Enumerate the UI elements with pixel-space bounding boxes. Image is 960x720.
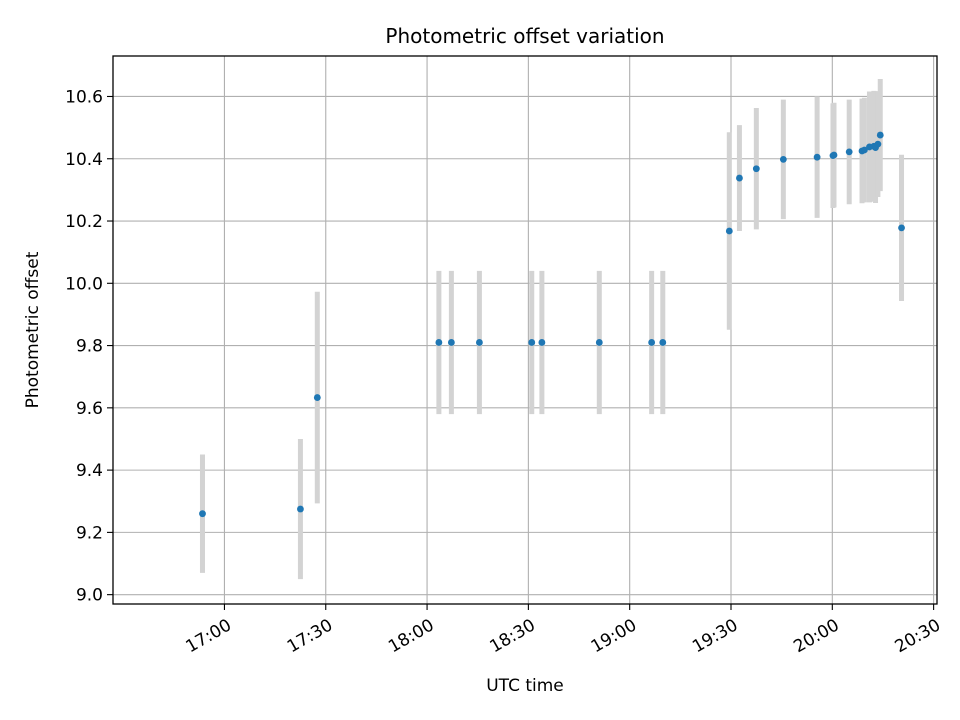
data-point: [297, 505, 304, 513]
y-tick-label: 10.6: [65, 87, 103, 107]
data-point: [898, 224, 905, 232]
y-tick-label: 10.0: [65, 274, 103, 294]
data-point: [752, 165, 760, 173]
data-point: [476, 339, 483, 346]
y-tick-label: 9.2: [76, 523, 103, 543]
data-point: [313, 394, 321, 401]
y-tick-label: 9.4: [76, 461, 103, 481]
data-point: [779, 155, 787, 163]
x-tick-label: 17:00: [183, 615, 235, 657]
data-point: [447, 339, 455, 346]
x-tick-label: 19:00: [588, 615, 640, 657]
x-tick-label: 18:00: [385, 615, 437, 657]
x-tick-label: 17:30: [284, 615, 336, 657]
error-bars: [199, 79, 905, 580]
data-point: [736, 174, 743, 182]
data-point: [876, 131, 884, 139]
data-point: [538, 339, 546, 346]
x-tick-label: 19:30: [689, 615, 741, 657]
x-tick-label: 18:30: [486, 615, 538, 657]
x-tick-label: 20:30: [892, 615, 944, 657]
data-point: [874, 140, 882, 148]
data-point: [528, 339, 536, 346]
data-point: [725, 227, 733, 235]
data-point: [830, 151, 838, 159]
y-tick-label: 10.2: [65, 212, 103, 232]
y-tick-label: 10.4: [65, 150, 103, 170]
plot-frame: [112, 55, 938, 605]
y-axis-label: Photometric offset: [23, 251, 43, 408]
data-point: [435, 339, 443, 346]
y-tick-label: 9.0: [76, 586, 103, 606]
y-axis-ticks: 9.0 9.2 9.4 9.6 9.8 10.0 10.2 10.4 10.6: [65, 87, 113, 606]
chart-title: Photometric offset variation: [385, 24, 664, 48]
data-point: [199, 510, 206, 518]
x-axis-label: UTC time: [486, 676, 564, 696]
y-tick-label: 9.8: [76, 337, 103, 357]
x-tick-label: 20:00: [790, 615, 842, 657]
data-point: [659, 339, 667, 346]
y-tick-label: 9.6: [76, 399, 103, 419]
data-point: [845, 148, 853, 156]
data-point: [648, 339, 656, 346]
data-point: [813, 153, 821, 161]
data-points: [199, 131, 905, 518]
data-point: [860, 146, 868, 154]
grid: [113, 56, 937, 604]
x-axis-ticks: 17:00 17:30 18:00 18:30 19:00 19:30 20:00 20:30: [183, 604, 944, 657]
data-point: [595, 339, 603, 346]
